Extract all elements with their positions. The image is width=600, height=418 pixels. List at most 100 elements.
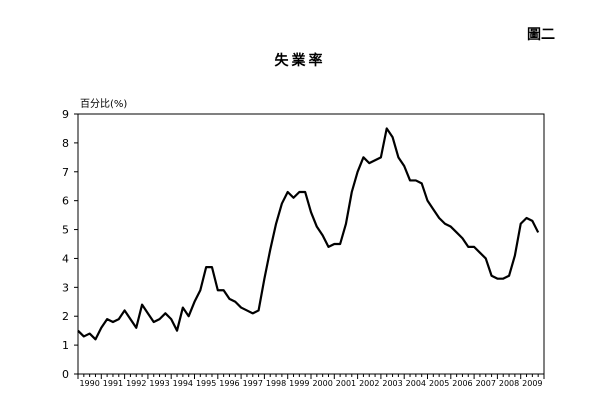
data-point: [153, 321, 155, 323]
data-point: [427, 200, 429, 202]
data-point: [118, 318, 120, 320]
data-point: [421, 182, 423, 184]
data-point: [293, 197, 295, 199]
data-point: [258, 309, 260, 311]
series-line: [77, 127, 540, 341]
data-point: [217, 289, 219, 291]
data-point: [275, 223, 277, 225]
data-point: [164, 312, 166, 314]
y-tick-label: 9: [62, 108, 69, 121]
data-point: [351, 191, 353, 193]
x-tick-label: 1999: [289, 379, 309, 388]
x-tick-label: 2002: [359, 379, 379, 388]
x-tick-label: 1991: [103, 379, 123, 388]
data-point: [194, 301, 196, 303]
data-point: [182, 307, 184, 309]
data-point: [141, 304, 143, 306]
x-tick-label: 2008: [499, 379, 519, 388]
data-point: [129, 318, 131, 320]
x-axis: 1990 1991 1992 1993 1994 1995 1996 1997 1998 1999…: [77, 374, 545, 388]
x-tick-label: 1997: [243, 379, 263, 388]
data-point: [298, 191, 300, 193]
data-point: [100, 327, 102, 329]
data-point: [269, 249, 271, 251]
data-point: [112, 321, 114, 323]
data-point: [502, 278, 504, 280]
data-point: [234, 301, 236, 303]
data-point: [520, 223, 522, 225]
data-point: [327, 246, 329, 248]
y-tick-label: 4: [62, 252, 69, 265]
x-tick-label: 1994: [173, 379, 193, 388]
chart-title: 失業率: [274, 53, 326, 69]
x-tick-label: 2006: [452, 379, 472, 388]
data-point: [211, 266, 213, 268]
data-point: [263, 278, 265, 280]
data-point: [345, 223, 347, 225]
data-point: [479, 252, 481, 254]
x-tick-label: 1992: [126, 379, 146, 388]
x-tick-label: 1996: [219, 379, 239, 388]
x-tick-label: 2005: [429, 379, 449, 388]
data-point: [397, 156, 399, 158]
data-point: [170, 318, 172, 320]
data-point: [357, 171, 359, 173]
data-point: [322, 234, 324, 236]
data-point: [485, 257, 487, 259]
data-point: [240, 307, 242, 309]
data-point: [362, 156, 364, 158]
data-point: [252, 312, 254, 314]
y-tick-label: 5: [62, 224, 69, 237]
data-point: [450, 226, 452, 228]
series-group: [77, 127, 540, 341]
x-tick-label: 2004: [406, 379, 426, 388]
x-tick-label: 1990: [79, 379, 99, 388]
data-point: [188, 315, 190, 317]
data-point: [304, 191, 306, 193]
data-point: [368, 162, 370, 164]
y-tick-label: 2: [62, 310, 69, 323]
y-tick-label: 7: [62, 166, 69, 179]
y-tick-label: 0: [62, 368, 69, 381]
data-point: [106, 318, 108, 320]
data-point: [281, 203, 283, 205]
data-point: [205, 266, 207, 268]
x-tick-label: 2003: [382, 379, 402, 388]
plot-frame: [77, 113, 545, 375]
x-tick-label: 2009: [522, 379, 542, 388]
data-point: [467, 246, 469, 248]
data-point: [386, 127, 388, 129]
x-tick-label: 2007: [476, 379, 496, 388]
y-axis-label: 百分比(%): [80, 98, 127, 110]
data-point: [135, 327, 137, 329]
data-point: [444, 223, 446, 225]
data-point: [310, 211, 312, 213]
data-point: [491, 275, 493, 277]
data-point: [374, 159, 376, 161]
data-point: [223, 289, 225, 291]
data-point: [94, 338, 96, 340]
data-point: [380, 156, 382, 158]
data-point: [526, 217, 528, 219]
y-tick-label: 3: [62, 281, 69, 294]
data-point: [176, 330, 178, 332]
data-point: [392, 136, 394, 138]
data-point: [89, 333, 91, 335]
y-tick-label: 1: [62, 339, 69, 352]
data-point: [246, 309, 248, 311]
data-point: [508, 275, 510, 277]
x-tick-label: 1993: [149, 379, 169, 388]
data-point: [287, 191, 289, 193]
data-point: [77, 330, 79, 332]
data-point: [473, 246, 475, 248]
data-point: [496, 278, 498, 280]
y-axis: 0 1 2 3 4 5 6 7 8 9: [62, 108, 78, 381]
data-point: [409, 179, 411, 181]
data-point: [537, 231, 539, 233]
data-point: [83, 335, 85, 337]
data-point: [199, 289, 201, 291]
figure-label: 圖二: [527, 27, 555, 43]
data-point: [456, 231, 458, 233]
data-point: [339, 243, 341, 245]
